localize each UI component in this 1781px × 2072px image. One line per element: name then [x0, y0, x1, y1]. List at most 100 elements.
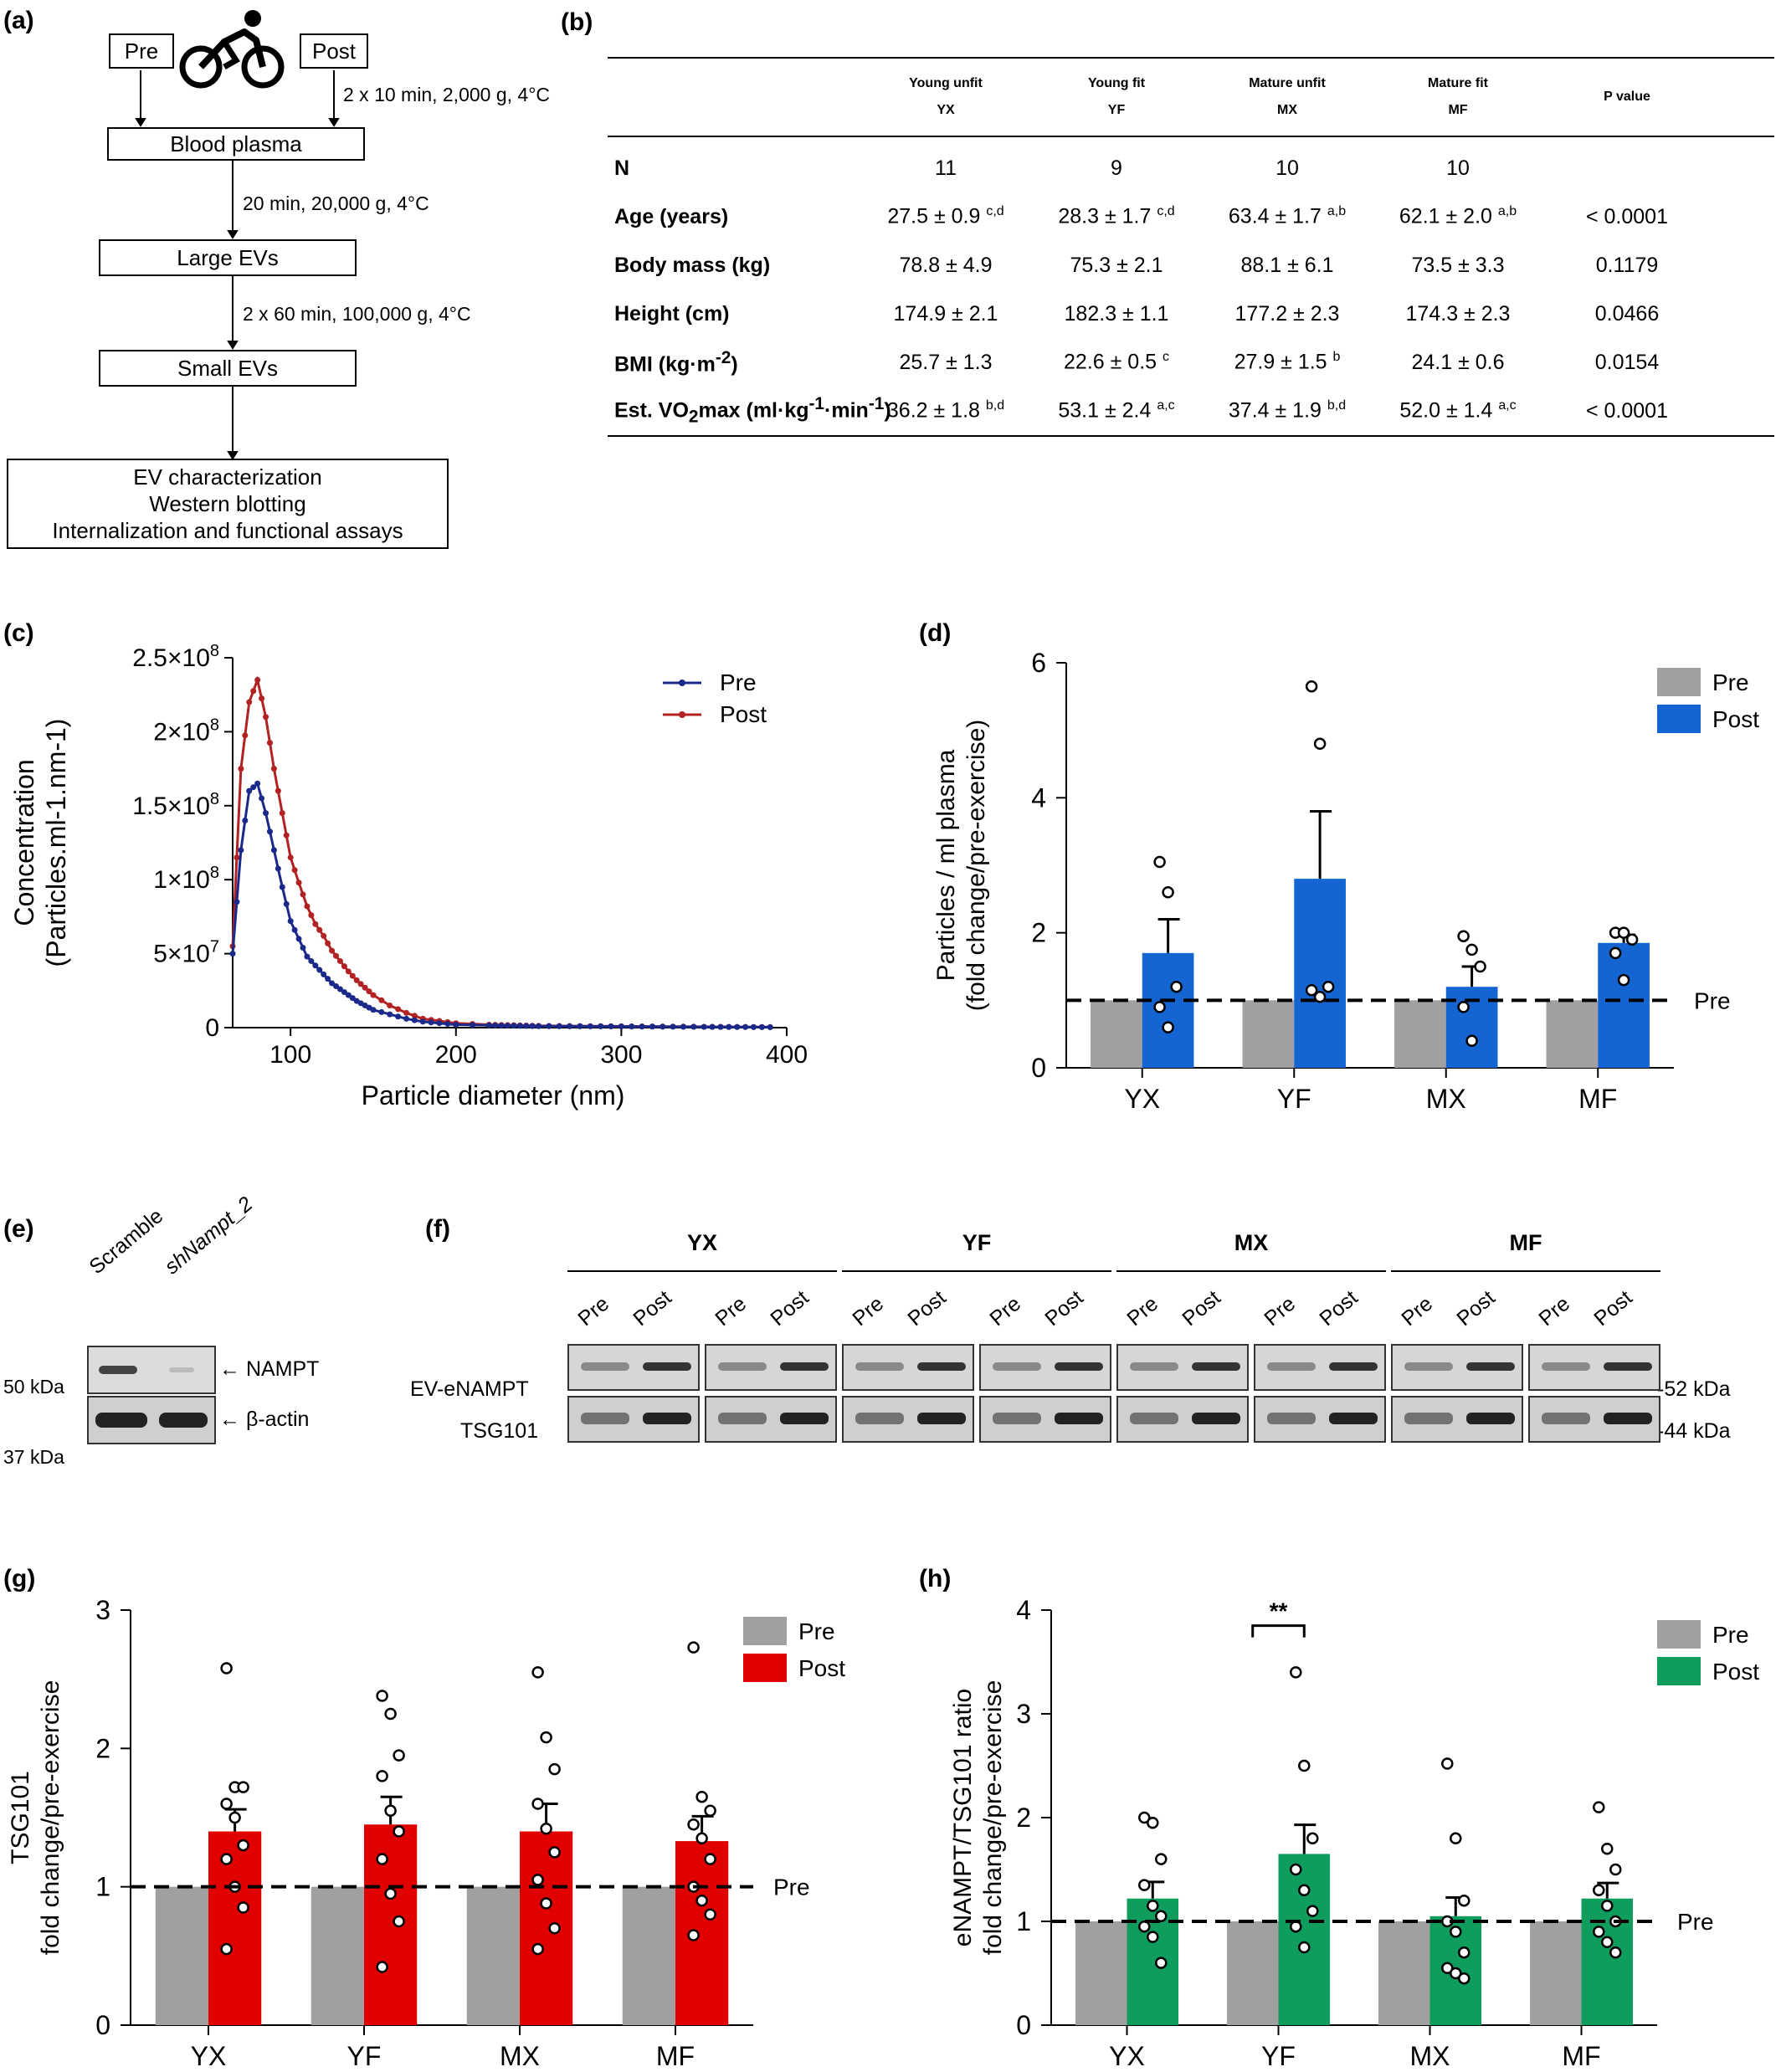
data-point	[695, 1832, 708, 1845]
c-ytick-label: 2.5×108	[132, 642, 219, 672]
lane-label-scramble: Scramble	[85, 1203, 168, 1280]
data-point	[531, 1666, 544, 1679]
data-point	[237, 1839, 249, 1852]
blot-strip	[1391, 1344, 1523, 1391]
band	[1055, 1413, 1103, 1424]
ytick-label: 0	[95, 2010, 110, 2040]
group-label-mf: MF	[1509, 1230, 1542, 1255]
bar-pre	[1242, 1000, 1295, 1068]
panel-f-blot: EV-eNAMPT TSG101 -52 kDa -44 kDa YX Pre Po…	[410, 1230, 1781, 1481]
c-point-post	[250, 688, 257, 695]
marker-50: 50 kDa	[3, 1376, 64, 1398]
data-point	[695, 1894, 708, 1907]
c-point-post	[308, 912, 315, 919]
panel-label-f: (f)	[425, 1215, 450, 1243]
band	[1466, 1362, 1515, 1371]
data-point	[1147, 1900, 1159, 1912]
c-ytick-label: 1×108	[153, 864, 219, 894]
legend-swatch-post	[743, 1654, 787, 1682]
table-cell: 28.3 ± 1.7 c,d	[1058, 204, 1175, 228]
c-legend-label: Pre	[720, 669, 757, 695]
data-point	[1609, 946, 1622, 960]
c-point-pre	[618, 1023, 624, 1030]
c-point-pre	[717, 1023, 724, 1030]
c-ytick-label: 1.5×108	[132, 790, 219, 820]
row-label: N	[614, 156, 630, 180]
lane-label: Post	[1040, 1285, 1088, 1331]
header-line2: YX	[937, 103, 955, 117]
c-point-pre	[734, 1023, 741, 1030]
data-point	[220, 1853, 233, 1865]
data-point	[393, 1915, 405, 1928]
small-evs-box: Small EVs	[99, 350, 357, 387]
table-cell: 174.9 ± 2.1	[893, 301, 998, 326]
data-point	[1474, 960, 1486, 973]
band	[993, 1413, 1041, 1424]
data-point	[1147, 1931, 1159, 1943]
table-header-2: Young fit YF	[1031, 70, 1202, 124]
c-point-pre	[312, 962, 319, 969]
table-cell: 24.1 ± 0.6	[1411, 350, 1505, 374]
c-point-pre	[345, 992, 352, 998]
c-point-pre	[229, 951, 236, 957]
band	[1404, 1362, 1453, 1371]
c-ylabel: Concentration (Particles.ml-1.nm-1)	[9, 719, 71, 967]
c-point-pre	[304, 953, 311, 960]
xtick-label: MX	[1426, 1084, 1466, 1114]
row-label-enampt: EV-eNAMPT	[410, 1377, 529, 1401]
c-point-post	[259, 695, 265, 702]
band	[581, 1413, 629, 1424]
data-point	[237, 1901, 249, 1914]
c-point-pre	[329, 980, 336, 987]
c-point-pre	[291, 926, 298, 933]
c-point-pre	[300, 945, 306, 951]
ytick-label: 4	[1016, 1595, 1031, 1625]
c-point-post	[266, 740, 273, 746]
legend-label-pre: Pre	[1712, 669, 1749, 695]
c-ytick-label: 5×107	[153, 938, 219, 968]
c-point-post	[336, 957, 343, 964]
c-point-pre	[492, 1022, 499, 1028]
data-point	[1458, 1946, 1470, 1959]
row-label-tsg101: TSG101	[460, 1419, 539, 1443]
data-point	[220, 1798, 233, 1810]
c-point-post	[263, 714, 269, 721]
data-point	[1601, 1842, 1614, 1855]
data-point	[704, 1853, 716, 1865]
c-xtick-label: 100	[269, 1041, 311, 1069]
data-point	[1306, 1905, 1319, 1917]
data-point	[1450, 1926, 1462, 1938]
lane-label: Post	[1315, 1285, 1363, 1331]
legend-swatch-post	[1657, 1657, 1701, 1685]
header-line2: YF	[1107, 103, 1126, 117]
data-point	[687, 1929, 700, 1941]
nampt-blot	[87, 1346, 216, 1394]
band	[917, 1413, 966, 1424]
band	[1055, 1362, 1103, 1371]
actin-label: ← β-actin	[219, 1408, 310, 1431]
c-point-pre	[505, 1023, 511, 1029]
kda-44-text: 44 kDa	[1664, 1419, 1731, 1443]
band	[1466, 1413, 1515, 1424]
c-point-pre	[283, 900, 290, 907]
c-point-pre	[287, 918, 294, 925]
data-point	[220, 1942, 233, 1956]
c-point-pre	[275, 865, 281, 872]
band	[718, 1362, 767, 1371]
c-point-pre	[516, 1023, 523, 1029]
table-row: N 11 9 10 10	[608, 144, 1774, 192]
header-line2: MF	[1448, 103, 1468, 117]
ytick-label: 3	[95, 1595, 110, 1625]
c-point-pre	[453, 1021, 459, 1028]
c-ytick-label: 2×108	[153, 715, 219, 746]
data-point	[1290, 1666, 1302, 1679]
panel-label-a: (a)	[3, 7, 34, 34]
c-point-pre	[639, 1023, 645, 1030]
step3-note: 2 x 60 min, 100,000 g, 4°C	[243, 303, 471, 325]
c-point-post	[329, 947, 336, 954]
row-label: Est. VO2max (ml·kg-1·min-1)	[614, 394, 891, 427]
c-xtick-label: 300	[600, 1041, 642, 1069]
data-point	[704, 1908, 716, 1921]
blot-strip	[979, 1396, 1111, 1443]
c-point-post	[242, 732, 249, 739]
